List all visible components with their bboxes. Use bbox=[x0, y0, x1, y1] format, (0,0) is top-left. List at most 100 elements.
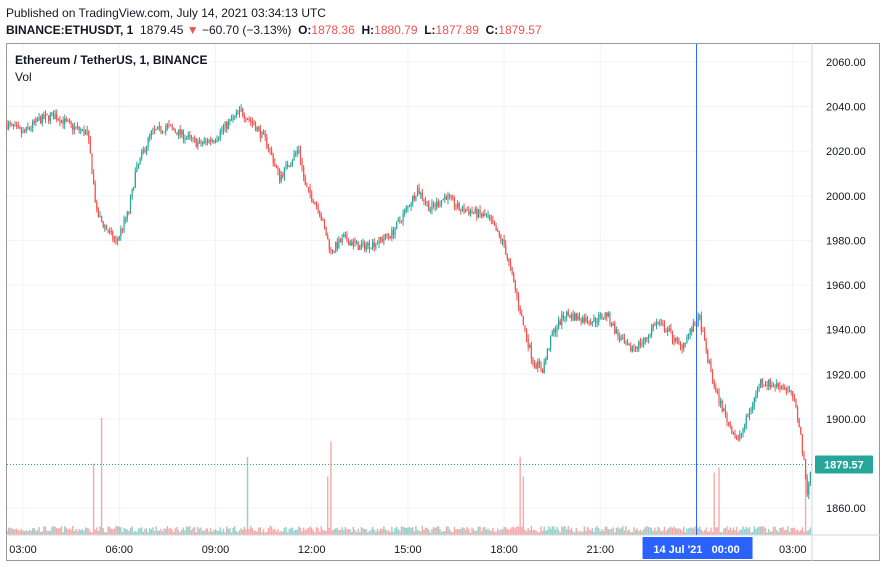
volume-bar bbox=[299, 527, 302, 535]
price-tick-label: 2020.00 bbox=[826, 146, 866, 158]
volume-bar bbox=[461, 527, 464, 535]
volume-bar bbox=[250, 526, 252, 535]
volume-bar bbox=[108, 526, 111, 535]
candle-body bbox=[394, 228, 396, 235]
candle-body bbox=[707, 350, 709, 362]
quote-bar: BINANCE:ETHUSDT, 1 1879.45 ▼ −60.70 (−3.… bbox=[6, 23, 542, 37]
candle-body bbox=[70, 122, 72, 125]
candle-body bbox=[274, 163, 276, 165]
price-change: −60.70 (−3.13%) bbox=[201, 23, 292, 37]
volume-bar bbox=[551, 526, 553, 535]
price-tick-label: 2000.00 bbox=[826, 191, 866, 203]
candle-body bbox=[96, 201, 98, 210]
candle-body bbox=[245, 118, 247, 120]
volume-bar bbox=[354, 529, 356, 535]
candle-body bbox=[203, 140, 205, 143]
volume-bar bbox=[352, 526, 355, 535]
candle-body bbox=[20, 128, 23, 134]
candle-body bbox=[530, 345, 532, 360]
candle-body bbox=[383, 238, 385, 242]
candle-body bbox=[253, 123, 255, 126]
candle-body bbox=[230, 119, 233, 121]
candle-body bbox=[373, 241, 375, 248]
volume-bar bbox=[376, 528, 379, 535]
candle-body bbox=[267, 145, 269, 149]
candle-body bbox=[83, 129, 85, 135]
volume-bar bbox=[577, 530, 579, 535]
volume-bar bbox=[424, 527, 427, 535]
volume-bar bbox=[429, 532, 432, 535]
volume-bar bbox=[139, 527, 141, 535]
volume-bar bbox=[423, 529, 425, 535]
volume-bar bbox=[83, 530, 85, 535]
volume-bar bbox=[793, 527, 796, 535]
volume-bar bbox=[601, 529, 603, 535]
candle-body bbox=[235, 112, 237, 116]
candle-body bbox=[372, 241, 374, 249]
grid-lines bbox=[7, 44, 812, 535]
volume-bar bbox=[594, 527, 597, 535]
candle-body bbox=[102, 221, 104, 227]
candle-body bbox=[681, 345, 683, 349]
candle-body bbox=[651, 327, 653, 335]
candle-body bbox=[57, 119, 59, 121]
candle-body bbox=[200, 141, 202, 145]
candle-body bbox=[745, 416, 747, 425]
volume-bar bbox=[359, 532, 361, 535]
volume-bar bbox=[41, 531, 43, 535]
volume-bar bbox=[141, 527, 143, 535]
volume-bar bbox=[134, 531, 136, 535]
volume-bar bbox=[126, 529, 128, 535]
candle-body bbox=[131, 189, 133, 199]
volume-bar bbox=[410, 527, 412, 535]
volume-bar bbox=[660, 531, 662, 535]
candle-body bbox=[62, 119, 64, 125]
volume-bar bbox=[7, 527, 10, 535]
volume-bar bbox=[296, 529, 298, 535]
candle-body bbox=[101, 216, 103, 222]
volume-bar bbox=[238, 530, 241, 535]
volume-bar bbox=[76, 531, 79, 535]
candle-body bbox=[46, 114, 48, 116]
candle-body bbox=[250, 119, 252, 122]
candle-body bbox=[89, 140, 91, 154]
volume-bar bbox=[351, 532, 353, 535]
candle-body bbox=[109, 231, 111, 233]
volume-bar bbox=[774, 526, 776, 535]
volume-bar bbox=[248, 528, 250, 535]
candle-body bbox=[481, 213, 483, 217]
candle-body bbox=[152, 129, 154, 131]
volume-bar bbox=[622, 526, 624, 535]
volume-bar bbox=[418, 530, 420, 535]
volume-bar bbox=[217, 531, 220, 535]
candle-body bbox=[521, 313, 523, 317]
candle-body bbox=[501, 239, 504, 242]
candle-body bbox=[755, 394, 757, 399]
volume-bar bbox=[302, 527, 305, 535]
candle-body bbox=[583, 317, 585, 323]
volume-bar bbox=[703, 530, 706, 535]
candle-body bbox=[590, 322, 592, 324]
volume-bar bbox=[450, 531, 452, 535]
volume-bar bbox=[748, 527, 751, 535]
candle-body bbox=[216, 139, 218, 142]
volume-bar bbox=[751, 531, 754, 535]
volume-bar bbox=[75, 528, 77, 535]
volume-bar bbox=[758, 526, 760, 535]
candle-body bbox=[133, 187, 135, 190]
candle-body bbox=[495, 225, 497, 231]
candle-body bbox=[86, 130, 88, 132]
candle-body bbox=[314, 203, 316, 204]
volume-bar bbox=[490, 530, 492, 535]
candle-body bbox=[56, 114, 58, 120]
volume-bar bbox=[161, 530, 164, 535]
volume-bar bbox=[286, 532, 289, 535]
candle-body bbox=[301, 160, 303, 168]
volume-bar bbox=[498, 530, 501, 535]
candle-body bbox=[687, 334, 690, 337]
volume-bar bbox=[516, 526, 518, 535]
candle-body bbox=[798, 418, 800, 427]
candle-body bbox=[524, 325, 526, 331]
candle-body bbox=[338, 239, 340, 249]
